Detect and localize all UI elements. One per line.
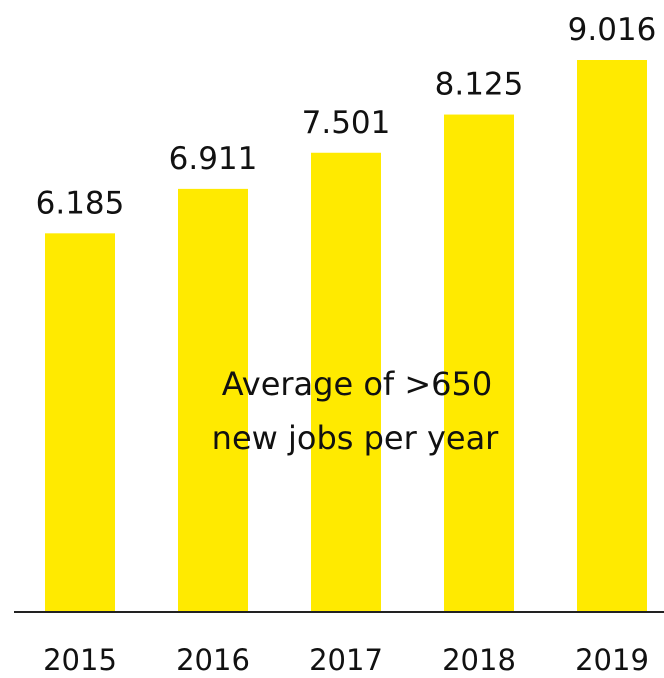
x-tick-label-2017: 2017 — [309, 643, 383, 677]
bar-2018 — [444, 114, 514, 612]
value-label-2016: 6.911 — [169, 141, 258, 177]
bar-2019 — [577, 60, 647, 612]
x-tick-label-2015: 2015 — [43, 643, 117, 677]
bar-2017 — [311, 152, 381, 612]
annotation-line-1: Average of >650 — [222, 365, 492, 403]
value-label-2017: 7.501 — [302, 105, 391, 141]
value-label-2015: 6.185 — [36, 185, 125, 221]
value-label-2018: 8.125 — [435, 67, 524, 103]
annotation-line-2: new jobs per year — [212, 419, 500, 457]
bar-2016 — [178, 188, 248, 612]
value-labels-group: 6.185 6.911 7.501 8.125 9.016 — [36, 12, 657, 221]
value-label-2019: 9.016 — [568, 12, 657, 48]
x-tick-label-2019: 2019 — [575, 643, 649, 677]
x-tick-label-2016: 2016 — [176, 643, 250, 677]
x-tick-labels-group: 2015 2016 2017 2018 2019 — [43, 643, 649, 677]
x-tick-label-2018: 2018 — [442, 643, 516, 677]
bars-group — [45, 60, 647, 612]
bar-2015 — [45, 233, 115, 612]
